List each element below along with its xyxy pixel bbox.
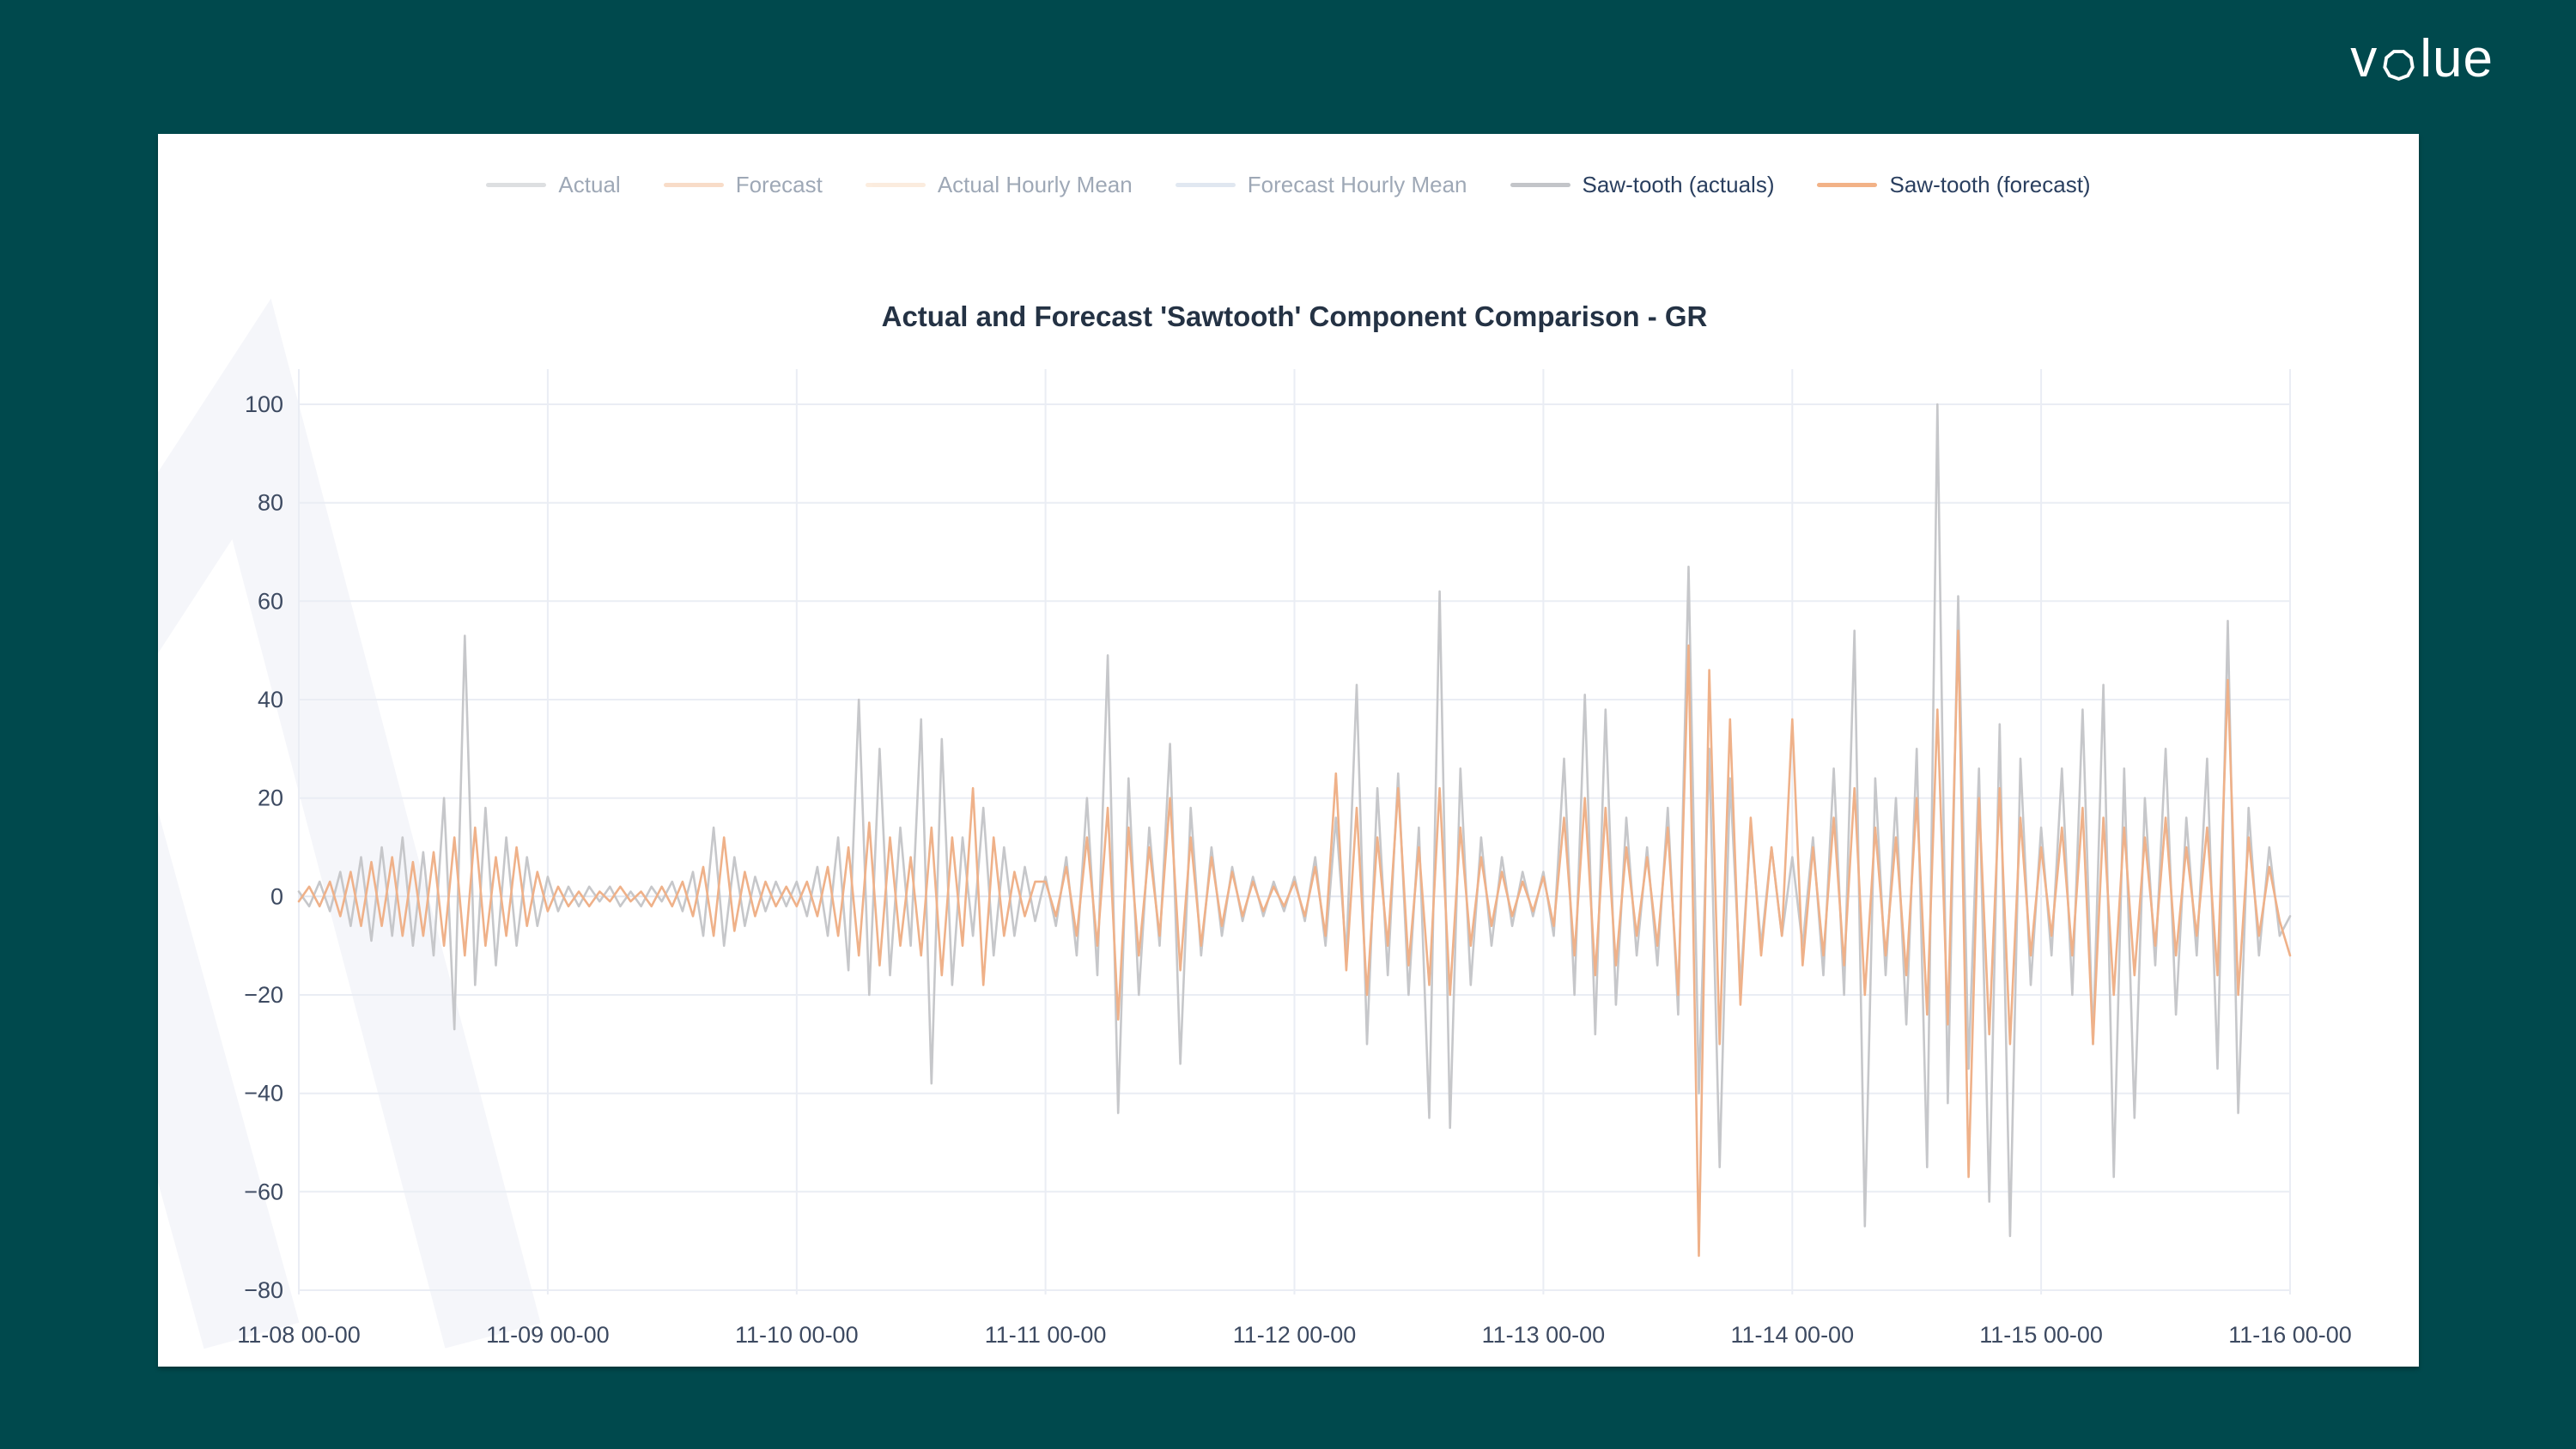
chart-canvas[interactable]: 100 80 60 40 20 0 −20 −40 −60 −80 11-08 00-00 11-09… xyxy=(158,134,2419,1367)
volue-o-icon xyxy=(2383,50,2415,82)
legend-label: Forecast Hourly Mean xyxy=(1247,172,1467,197)
watermark xyxy=(158,298,541,1349)
legend-swatch-saw-tooth-forecast xyxy=(1817,183,1878,187)
x-tick-label: 11-15 00-00 xyxy=(1979,1322,2103,1348)
legend-swatch-saw-tooth-actuals xyxy=(1510,183,1571,187)
y-tick-label: −60 xyxy=(244,1179,283,1204)
series-line-saw-tooth-forecast xyxy=(297,629,2292,1258)
volue-logo-prefix: v xyxy=(2350,29,2379,88)
legend-label: Saw-tooth (forecast) xyxy=(1889,172,2091,197)
legend: Actual Forecast Actual Hourly Mean Forecast… xyxy=(158,172,2419,198)
legend-item-saw-tooth-actuals[interactable]: Saw-tooth (actuals) xyxy=(1510,172,1775,198)
legend-swatch-forecast-hourly-mean xyxy=(1175,183,1236,187)
legend-label: Actual Hourly Mean xyxy=(937,172,1133,197)
x-tick-label: 11-13 00-00 xyxy=(1482,1322,1606,1348)
x-tick-label: 11-14 00-00 xyxy=(1730,1322,1854,1348)
x-tick-label: 11-11 00-00 xyxy=(985,1322,1107,1348)
x-tick-label: 11-16 00-00 xyxy=(2228,1322,2352,1348)
chart-title: Actual and Forecast 'Sawtooth' Component… xyxy=(881,300,1708,332)
y-tick-label: −40 xyxy=(244,1081,283,1106)
y-tick-label: 40 xyxy=(258,687,283,712)
legend-item-forecast[interactable]: Forecast xyxy=(663,172,823,198)
y-tick-label: −20 xyxy=(244,982,283,1008)
y-tick-label: 0 xyxy=(270,883,283,909)
y-tick-label: 100 xyxy=(245,391,283,417)
legend-swatch-actual-hourly-mean xyxy=(865,183,926,187)
legend-label: Forecast xyxy=(735,172,823,197)
x-tick-label: 11-12 00-00 xyxy=(1233,1322,1357,1348)
legend-item-saw-tooth-forecast[interactable]: Saw-tooth (forecast) xyxy=(1817,172,2091,198)
x-tick-label: 11-09 00-00 xyxy=(486,1322,610,1348)
legend-swatch-actual xyxy=(486,183,547,187)
legend-label: Saw-tooth (actuals) xyxy=(1582,172,1775,197)
y-tick-label: 60 xyxy=(258,588,283,614)
legend-label: Actual xyxy=(558,172,621,197)
y-tick-label: 80 xyxy=(258,490,283,516)
series-line-saw-tooth-actuals xyxy=(297,403,2292,1238)
x-tick-label: 11-10 00-00 xyxy=(735,1322,859,1348)
chart-card: Actual Forecast Actual Hourly Mean Forecast… xyxy=(158,134,2419,1367)
legend-item-forecast-hourly-mean[interactable]: Forecast Hourly Mean xyxy=(1175,172,1467,198)
legend-item-actual-hourly-mean[interactable]: Actual Hourly Mean xyxy=(865,172,1133,198)
x-tick-label: 11-08 00-00 xyxy=(237,1322,361,1348)
legend-item-actual[interactable]: Actual xyxy=(486,172,621,198)
volue-logo: v lue xyxy=(2350,33,2494,86)
volue-logo-suffix: lue xyxy=(2420,29,2494,88)
legend-swatch-forecast xyxy=(663,183,724,187)
y-tick-label: −80 xyxy=(244,1277,283,1303)
y-tick-label: 20 xyxy=(258,785,283,811)
